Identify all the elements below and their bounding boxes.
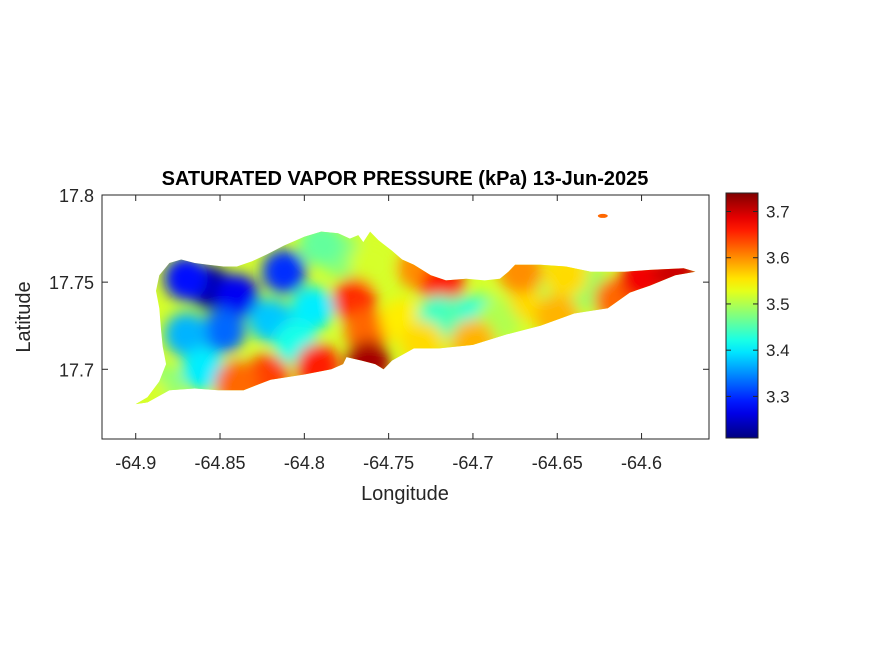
- y-tick-label: 17.7: [59, 360, 94, 380]
- colorbar-tick-label: 3.4: [766, 341, 790, 360]
- value-point: [181, 347, 226, 392]
- value-point: [201, 308, 246, 353]
- colorbar-tick-label: 3.6: [766, 249, 790, 268]
- value-point: [262, 249, 307, 294]
- axes-box: [101, 194, 710, 440]
- colorbar-tick-label: 3.3: [766, 387, 790, 406]
- x-axis-ticks: -64.9 -64.85 -64.8 -64.75 -64.7 -64.65 -64.6: [115, 195, 662, 473]
- colorbar-tick-label: 3.5: [766, 295, 790, 314]
- y-tick-label: 17.8: [59, 186, 94, 206]
- colorbar: [725, 192, 759, 439]
- value-point: [290, 286, 335, 331]
- x-tick-label: -64.65: [532, 453, 583, 473]
- y-axis-label: Latitude: [13, 281, 35, 352]
- x-tick-label: -64.9: [115, 453, 156, 473]
- value-blobs: [135, 231, 696, 405]
- islet: [597, 213, 608, 218]
- colorbar-ticks: 3.3 3.4 3.5 3.6 3.7: [726, 202, 790, 406]
- x-tick-label: -64.75: [363, 453, 414, 473]
- value-point: [164, 256, 209, 301]
- chart-title: SATURATED VAPOR PRESSURE (kPa) 13-Jun-20…: [162, 168, 649, 190]
- x-tick-label: -64.85: [195, 453, 246, 473]
- x-tick-label: -64.7: [452, 453, 493, 473]
- value-point: [349, 242, 394, 287]
- value-point: [344, 308, 389, 353]
- x-tick-label: -64.8: [284, 453, 325, 473]
- x-axis-label: Longitude: [361, 483, 449, 505]
- value-point: [214, 274, 259, 319]
- y-tick-label: 17.75: [49, 273, 94, 293]
- x-tick-label: -64.6: [621, 453, 662, 473]
- y-axis-ticks: 17.7 17.75 17.8: [49, 186, 709, 380]
- value-point: [164, 312, 209, 357]
- colorbar-tick-label: 3.7: [766, 202, 790, 221]
